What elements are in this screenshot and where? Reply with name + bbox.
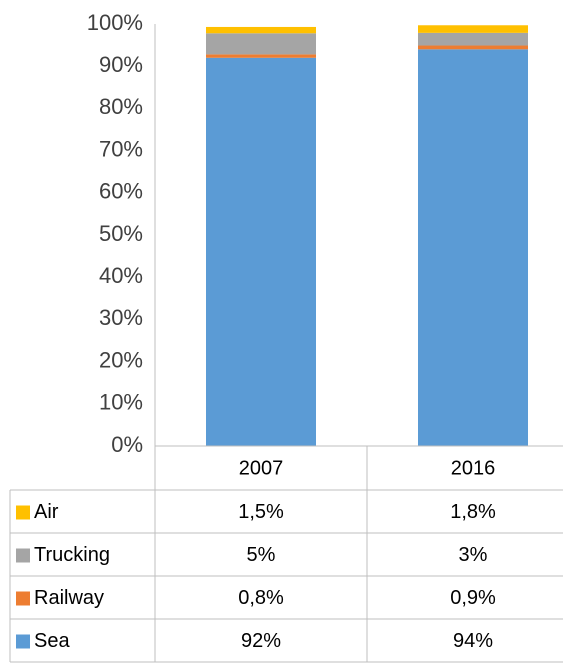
legend-label: Trucking (34, 544, 110, 566)
x-tick-label: 2016 (451, 457, 496, 479)
bar-segment (206, 33, 316, 55)
data-label: 5% (247, 544, 276, 566)
y-tick-label: 10% (99, 390, 143, 415)
y-tick-label: 40% (99, 263, 143, 288)
bar-segment (418, 25, 528, 33)
bar-segment (418, 32, 528, 46)
bar-segment (206, 54, 316, 58)
bar-segment (418, 45, 528, 50)
data-label: 0,9% (450, 587, 496, 609)
y-tick-label: 20% (99, 347, 143, 372)
y-tick-label: 90% (99, 52, 143, 77)
data-label: 0,8% (238, 587, 284, 609)
y-tick-label: 30% (99, 305, 143, 330)
data-label: 94% (453, 630, 493, 652)
legend-swatch (16, 591, 30, 606)
x-tick-label: 2007 (239, 457, 284, 479)
legend-swatch (16, 634, 30, 649)
legend-label: Air (34, 501, 59, 523)
y-tick-label: 50% (99, 221, 143, 246)
data-label: 3% (459, 544, 488, 566)
data-label: 92% (241, 630, 281, 652)
bar-segment (206, 57, 316, 446)
legend-label: Railway (34, 587, 104, 609)
y-tick-label: 70% (99, 136, 143, 161)
data-label: 1,8% (450, 501, 496, 523)
data-label: 1,5% (238, 501, 284, 523)
y-tick-label: 100% (87, 10, 143, 35)
y-tick-label: 80% (99, 94, 143, 119)
legend-label: Sea (34, 630, 70, 652)
bar-segment (206, 26, 316, 34)
legend-swatch (16, 505, 30, 520)
legend-swatch (16, 548, 30, 563)
y-tick-label: 60% (99, 179, 143, 204)
bar-segment (418, 49, 528, 446)
y-tick-label: 0% (111, 432, 143, 457)
